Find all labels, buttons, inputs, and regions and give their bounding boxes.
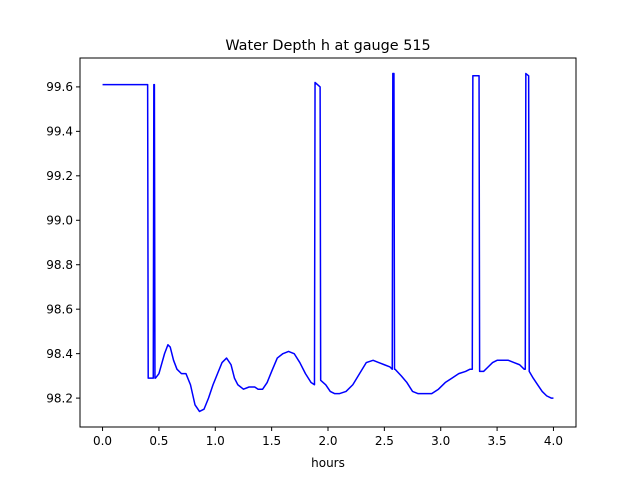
x-tick-label: 1.0 (206, 434, 225, 448)
y-tick-label: 98.6 (46, 302, 73, 316)
x-axis: 0.0 0.5 1.0 1.5 2.0 2.5 3.0 3.5 4.0 (93, 427, 563, 448)
y-axis: 98.2 98.4 98.6 98.8 99.0 99.2 99.4 99.6 (46, 80, 80, 405)
y-tick-label: 99.2 (46, 169, 73, 183)
axes-frame (79, 57, 577, 428)
x-tick-label: 4.0 (544, 434, 563, 448)
y-tick-label: 98.4 (46, 347, 73, 361)
x-tick-label: 1.5 (262, 434, 281, 448)
y-tick-label: 98.2 (46, 391, 73, 405)
y-tick-label: 99.4 (46, 125, 73, 139)
chart-title: Water Depth h at gauge 515 (225, 38, 430, 54)
x-tick-label: 0.5 (149, 434, 168, 448)
x-tick-label: 3.5 (488, 434, 507, 448)
x-tick-label: 2.5 (375, 434, 394, 448)
y-tick-label: 98.8 (46, 258, 73, 272)
series-line-0 (102, 72, 554, 413)
plot-area (102, 72, 554, 413)
x-axis-label: hours (311, 456, 345, 470)
x-tick-label: 2.0 (318, 434, 337, 448)
x-tick-label: 0.0 (93, 434, 112, 448)
y-tick-label: 99.0 (46, 214, 73, 228)
y-tick-label: 99.6 (46, 80, 73, 94)
x-tick-label: 3.0 (431, 434, 450, 448)
